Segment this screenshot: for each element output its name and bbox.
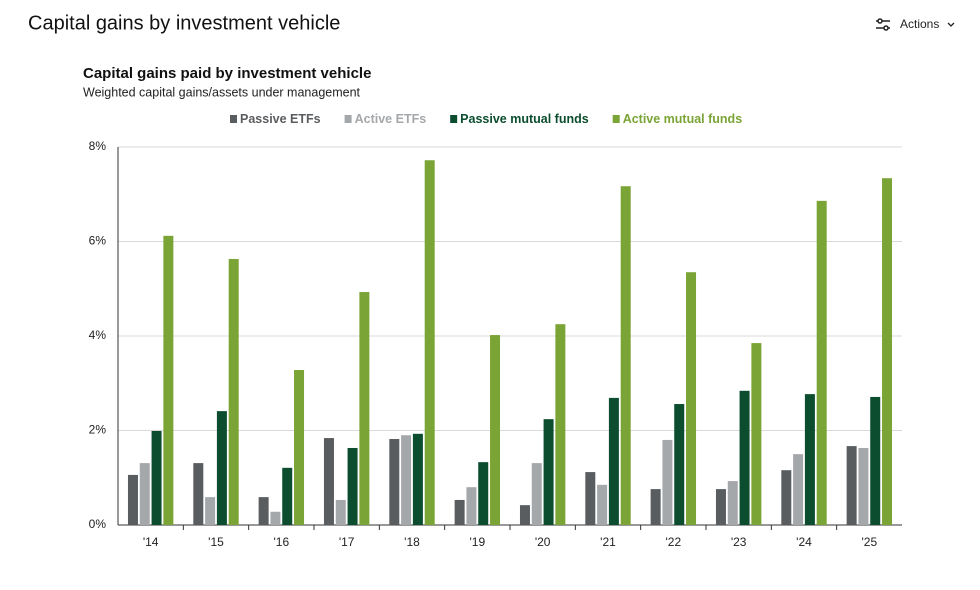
legend-swatch — [450, 115, 458, 123]
x-tick-label: '14 — [143, 535, 159, 549]
bar — [715, 489, 726, 525]
bar — [555, 324, 566, 525]
bar — [597, 484, 608, 525]
legend-swatch — [230, 115, 237, 123]
bar — [490, 335, 501, 525]
chart-title: Capital gains paid by investment vehicle — [83, 65, 371, 82]
bar — [389, 439, 400, 525]
bar — [401, 435, 412, 525]
bar — [751, 343, 762, 525]
bar — [258, 497, 269, 525]
bar — [816, 200, 827, 526]
actions-label[interactable]: Actions — [900, 17, 939, 31]
bar — [662, 439, 673, 525]
x-tick-label: '18 — [404, 535, 420, 549]
x-tick-label: '17 — [339, 535, 355, 549]
chevron — [947, 22, 955, 27]
y-tick-label: 2% — [89, 423, 107, 437]
x-tick-label: '19 — [470, 535, 486, 549]
bar — [127, 474, 138, 525]
legend-swatch — [344, 115, 352, 123]
bar — [870, 396, 881, 525]
bar — [228, 258, 239, 525]
bar — [193, 463, 204, 525]
bar — [359, 292, 370, 525]
legend-label: Active mutual funds — [623, 112, 743, 126]
bar — [519, 505, 530, 525]
bar — [608, 397, 619, 525]
bar — [478, 462, 489, 525]
bar — [620, 186, 631, 525]
bar — [846, 446, 857, 525]
bar — [466, 487, 477, 525]
bar — [163, 235, 174, 525]
legend-label: Active ETFs — [355, 112, 427, 126]
bar — [151, 430, 162, 525]
x-tick-label: '21 — [600, 535, 616, 549]
x-tick-label: '24 — [796, 535, 812, 549]
y-tick-label: 6% — [89, 234, 107, 248]
bar — [585, 472, 596, 525]
x-tick-label: '23 — [731, 535, 747, 549]
bar — [205, 497, 216, 525]
bar — [454, 499, 465, 525]
page-title: Capital gains by investment vehicle — [28, 12, 340, 34]
bar — [804, 394, 815, 525]
actions-button[interactable]: Actions — [876, 17, 955, 31]
bar — [727, 481, 738, 525]
bar — [216, 411, 227, 525]
bar — [531, 463, 542, 525]
bar — [858, 447, 869, 525]
y-tick-label: 8% — [89, 139, 107, 153]
bar — [739, 390, 750, 525]
actions-icon — [876, 18, 890, 31]
legend-label: Passive mutual funds — [460, 112, 589, 126]
bar — [424, 160, 435, 526]
bar — [650, 489, 661, 525]
bar — [139, 463, 150, 525]
x-tick-label: '25 — [862, 535, 878, 549]
legend-label: Passive ETFs — [240, 112, 321, 126]
bar — [882, 178, 893, 525]
bar — [793, 454, 804, 525]
x-tick-label: '20 — [535, 535, 551, 549]
bar — [270, 511, 281, 525]
x-tick-label: '15 — [208, 535, 224, 549]
bar — [323, 438, 334, 525]
chart-subtitle: Weighted capital gains/assets under mana… — [83, 85, 361, 99]
bar — [686, 272, 697, 525]
x-tick-label: '22 — [666, 535, 682, 549]
bar — [294, 370, 305, 525]
y-tick-label: 0% — [89, 517, 107, 531]
bar — [412, 433, 423, 525]
bar — [335, 499, 346, 525]
bar — [347, 447, 358, 525]
y-tick-label: 4% — [89, 328, 107, 342]
bar — [781, 470, 792, 525]
bar — [674, 404, 685, 525]
bar — [282, 467, 293, 525]
x-tick-label: '16 — [274, 535, 290, 549]
legend-swatch — [612, 115, 620, 123]
bar — [543, 419, 554, 525]
